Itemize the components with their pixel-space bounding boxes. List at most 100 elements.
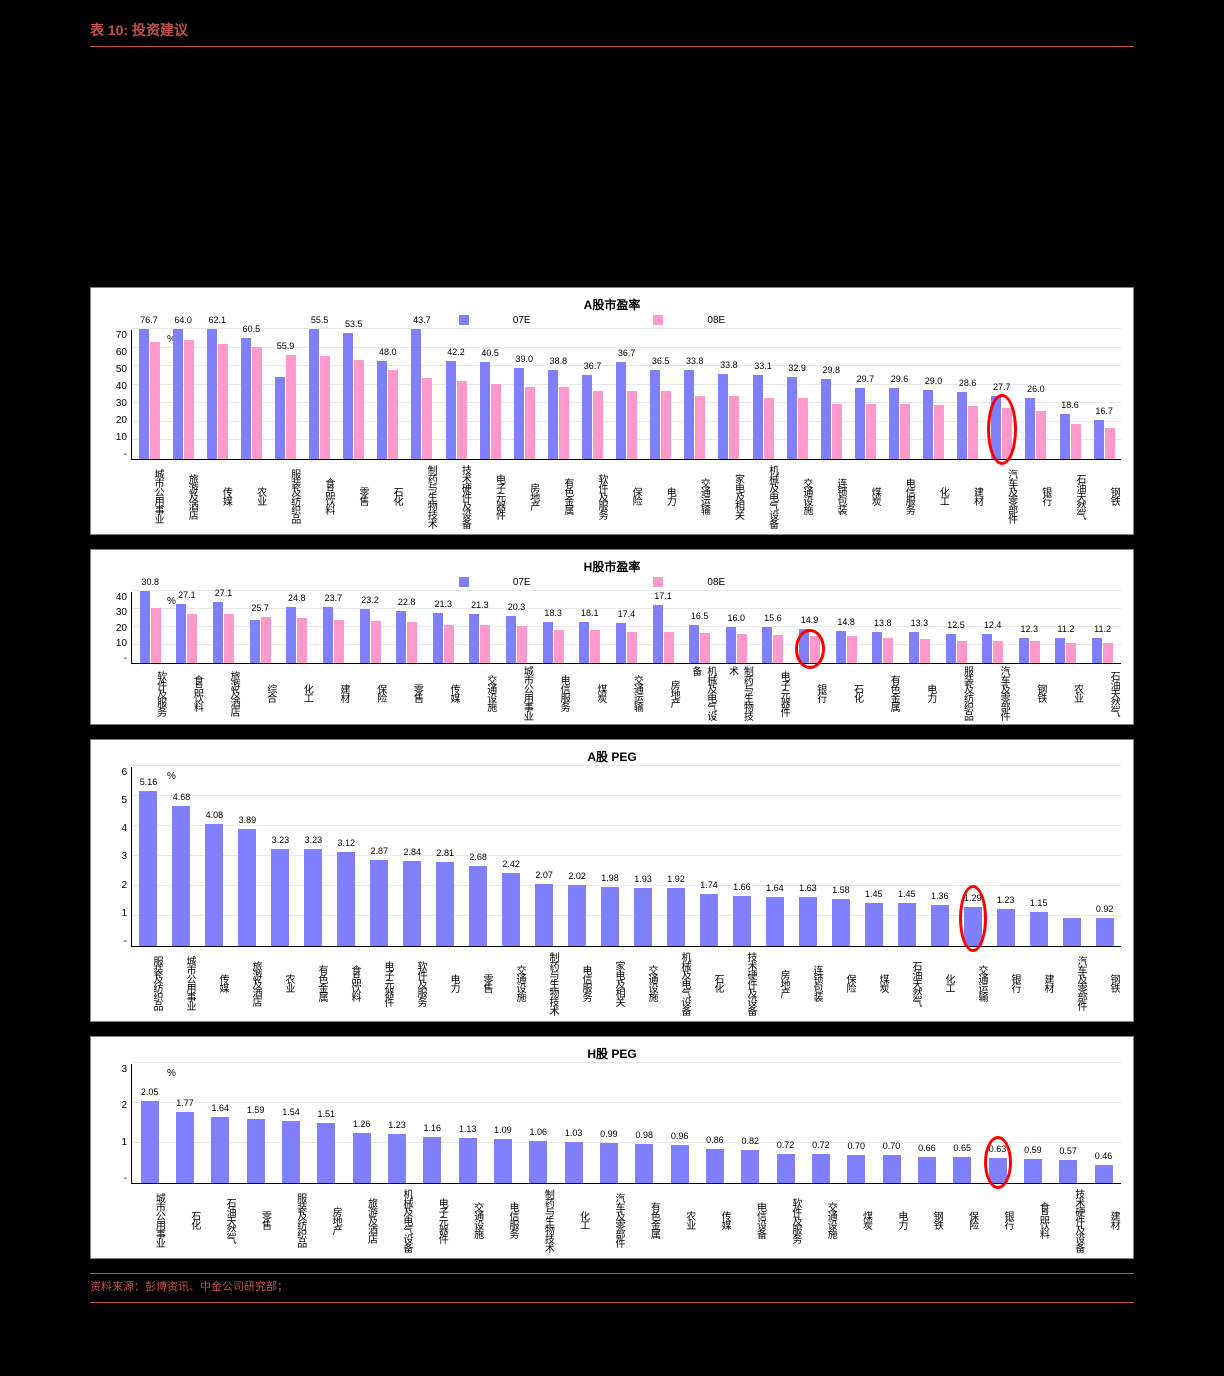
bar-group: 3.89 bbox=[231, 829, 264, 946]
x-label: 电子元器件 bbox=[362, 947, 395, 1017]
x-label: 电信服务 bbox=[882, 460, 916, 530]
bar-group: 28.6 bbox=[951, 392, 985, 459]
bar-group: 2.81 bbox=[429, 862, 462, 946]
x-label: 服装及纺织品 bbox=[272, 1184, 307, 1254]
bars-area: 30.827.127.125.724.823.723.222.821.321.3… bbox=[131, 592, 1121, 664]
x-label: 连锁包装 bbox=[814, 460, 848, 530]
bar-group: 1.09 bbox=[485, 1139, 520, 1183]
x-label: 旅游及酒店 bbox=[165, 460, 199, 530]
bar-group: 16.7 bbox=[1087, 420, 1121, 459]
bar-group: 42.2 bbox=[439, 361, 473, 459]
chart-h-pe: H股市盈率 07E 08E -10203040 30.827.127.125.7… bbox=[90, 549, 1134, 725]
x-label: 软件及服务 bbox=[767, 1184, 802, 1254]
bar-group: 38.8 bbox=[541, 370, 575, 459]
x-label: 建材 bbox=[314, 664, 351, 720]
bar-group: 13.3 bbox=[901, 632, 938, 663]
bar-group: 0.70 bbox=[874, 1155, 909, 1183]
x-label: 旅游及酒店 bbox=[204, 664, 241, 720]
bar-group: 1.45 bbox=[857, 903, 890, 947]
x-label: 零售 bbox=[237, 1184, 272, 1254]
bar-group: 1.58 bbox=[824, 899, 857, 946]
x-label: 农业 bbox=[1048, 664, 1085, 720]
bar-group: 29.0 bbox=[917, 390, 951, 459]
x-label: 交通设施 bbox=[803, 1184, 838, 1254]
bar-group: 29.8 bbox=[814, 379, 848, 459]
x-label: 服装及纺织品 bbox=[131, 947, 164, 1017]
bar-group: 76.7 bbox=[132, 329, 166, 459]
x-label: 保险 bbox=[609, 460, 643, 530]
x-label: 交通设施 bbox=[449, 1184, 484, 1254]
bar-group: 0.86 bbox=[697, 1149, 732, 1183]
x-label: 软件及服务 bbox=[131, 664, 168, 720]
bar-group: 2.42 bbox=[495, 873, 528, 946]
bar-group: 0.99 bbox=[591, 1143, 626, 1183]
legend-07e: 07E bbox=[513, 577, 531, 588]
bar-group: 22.8 bbox=[388, 611, 425, 663]
x-label: 化工 bbox=[923, 947, 956, 1017]
bar-group: 48.0 bbox=[371, 361, 405, 459]
bar-group: 1.66 bbox=[725, 896, 758, 946]
bar-group: 1.51 bbox=[309, 1123, 344, 1183]
x-label: 电子元器件 bbox=[472, 460, 506, 530]
x-label: 交通设施 bbox=[494, 947, 527, 1017]
x-label: 电信服务 bbox=[560, 947, 593, 1017]
bar-group: 60.5 bbox=[234, 338, 268, 459]
x-label: 食品饮料 bbox=[302, 460, 336, 530]
x-label: 电子元器件 bbox=[414, 1184, 449, 1254]
x-label: 银行 bbox=[791, 664, 828, 720]
bar-group: 33.1 bbox=[746, 375, 780, 459]
bar-group: 4.08 bbox=[198, 824, 231, 946]
bar-group: 1.15 bbox=[1022, 912, 1055, 947]
bar-group: 23.7 bbox=[315, 607, 352, 663]
x-label: 机械及电气设备 bbox=[659, 947, 692, 1017]
bar-group: 1.77 bbox=[167, 1112, 202, 1183]
bar-group: 2.87 bbox=[363, 860, 396, 946]
bar-group: 12.5 bbox=[938, 634, 975, 663]
bar-group: 1.13 bbox=[450, 1138, 485, 1183]
bar-group: 12.3 bbox=[1011, 638, 1048, 663]
x-label: 有色金属 bbox=[626, 1184, 661, 1254]
bar-group: 2.05 bbox=[132, 1101, 167, 1183]
bar-group: 21.3 bbox=[425, 613, 462, 663]
x-axis: 城市公用事业石化石油天然气零售服装及纺织品房地产旅游及酒店机械及电气设备电子元器… bbox=[131, 1184, 1121, 1254]
x-label: 传媒 bbox=[199, 460, 233, 530]
x-label: 电力 bbox=[428, 947, 461, 1017]
x-label: 零售 bbox=[461, 947, 494, 1017]
x-label: 城市公用事业 bbox=[498, 664, 535, 720]
x-label: 煤炭 bbox=[848, 460, 882, 530]
bar-group: 30.8 bbox=[132, 591, 169, 663]
bar-group: 16.0 bbox=[718, 627, 755, 663]
x-label: 汽车及零部件 bbox=[985, 460, 1019, 530]
x-label: 建材 bbox=[950, 460, 984, 530]
bar-group: 33.8 bbox=[712, 374, 746, 459]
x-label: 石化 bbox=[166, 1184, 201, 1254]
bar-group: 1.29 bbox=[956, 907, 989, 946]
source-footer: 资料来源：彭博资讯、中金公司研究部； bbox=[90, 1273, 1134, 1303]
bar-group: 0.59 bbox=[1015, 1159, 1050, 1183]
x-label: 有色金属 bbox=[541, 460, 575, 530]
chart-a-peg: A股 PEG -123456 5.164.684.083.893.233.233… bbox=[90, 739, 1134, 1022]
x-label: 食品饮料 bbox=[329, 947, 362, 1017]
bar-group: 33.8 bbox=[678, 370, 712, 459]
x-label: 传媒 bbox=[424, 664, 461, 720]
x-label: 保险 bbox=[824, 947, 857, 1017]
x-label: 服装及纺织品 bbox=[268, 460, 302, 530]
x-label: 钢铁 bbox=[1088, 947, 1121, 1017]
bar-group: 24.8 bbox=[279, 607, 316, 663]
bar-group: 23.2 bbox=[352, 609, 389, 663]
x-label: 交通运输 bbox=[956, 947, 989, 1017]
x-label: 房地产 bbox=[308, 1184, 343, 1254]
x-label: 石化 bbox=[828, 664, 865, 720]
bar-group: 25.7 bbox=[242, 617, 279, 663]
x-label: 机械及电气设备 bbox=[746, 460, 780, 530]
x-label: 交通设施 bbox=[461, 664, 498, 720]
bar-group: 17.4 bbox=[608, 623, 645, 663]
bar-group: 64.0 bbox=[166, 329, 200, 459]
bar-group: 36.7 bbox=[610, 362, 644, 459]
x-label: 钢铁 bbox=[909, 1184, 944, 1254]
bar-group: 1.16 bbox=[415, 1137, 450, 1183]
legend-08e: 08E bbox=[707, 577, 725, 588]
x-label: 房地产 bbox=[644, 664, 681, 720]
bar-group: 1.93 bbox=[627, 888, 660, 946]
bar-group: 3.12 bbox=[330, 852, 363, 946]
